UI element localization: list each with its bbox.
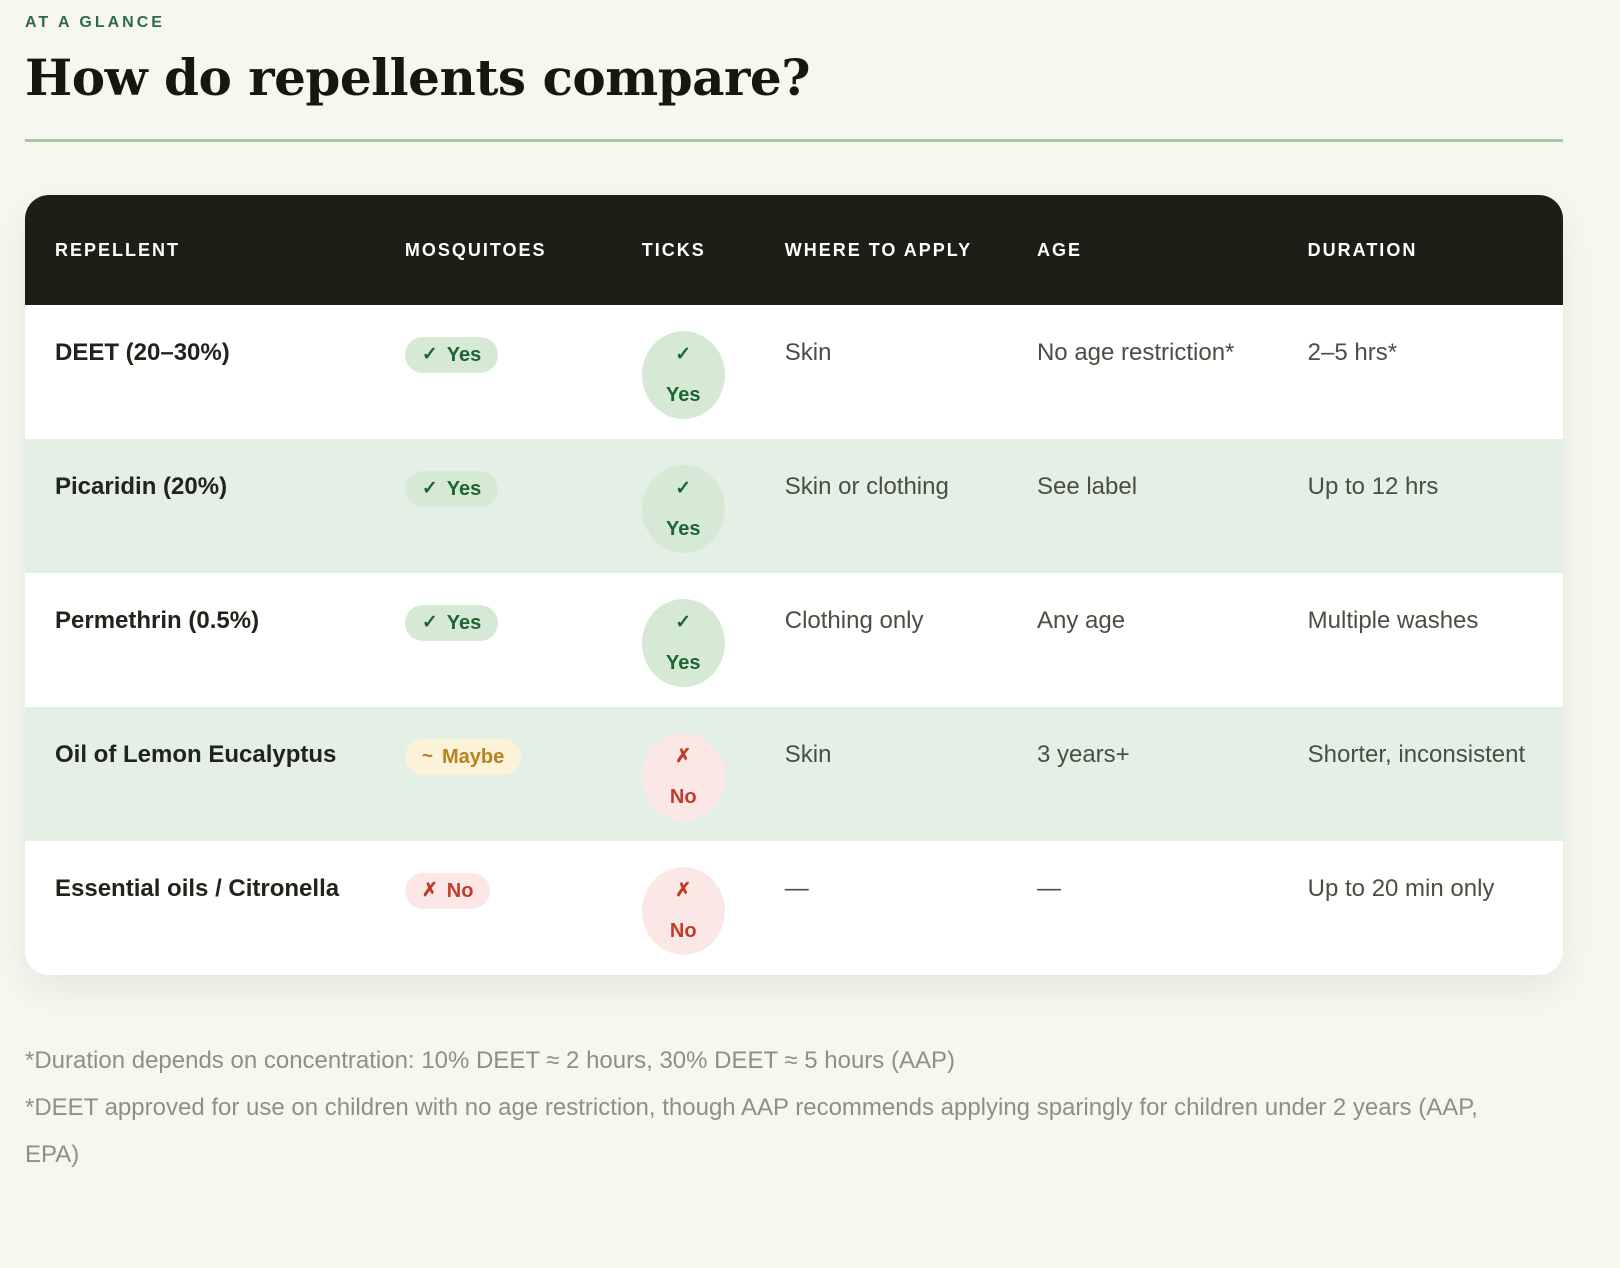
footnotes: *Duration depends on concentration: 10% … <box>25 1037 1515 1178</box>
repellent-cell: Permethrin (0.5%) <box>55 607 260 634</box>
repellent-cell: Picaridin (20%) <box>55 473 228 500</box>
age-cell: Any age <box>1036 607 1126 634</box>
tilde-icon: ~ <box>421 746 433 767</box>
column-header-age: AGE <box>1036 195 1308 305</box>
status-badge-yes: ✓ Yes <box>641 331 725 419</box>
column-header-where-to-apply: WHERE TO APPLY <box>784 195 1037 305</box>
table-row-essential-oils-citronella: Essential oils / Citronella ✗ No ✗ No — — … <box>25 841 1563 975</box>
ticks-cell: ✓ Yes <box>641 305 785 439</box>
status-badge-no: ✗ No <box>641 867 725 955</box>
status-badge-yes: ✓ Yes <box>404 605 499 641</box>
mosquitoes-cell: ✓ Yes <box>404 439 642 573</box>
column-header-repellent: REPELLENT <box>25 195 405 305</box>
where-to-apply-cell: Skin <box>784 339 832 366</box>
duration-cell: Multiple washes <box>1307 607 1479 634</box>
section-eyebrow: AT A GLANCE <box>25 14 165 31</box>
at-a-glance-section: AT A GLANCE How do repellents compare? R… <box>25 14 1563 1178</box>
badge-label: No <box>669 786 697 808</box>
badge-label: Yes <box>446 612 482 634</box>
table-row-oil-of-lemon-eucalyptus: Oil of Lemon Eucalyptus ~ Maybe ✗ No Skin … <box>25 707 1563 841</box>
where-to-apply-cell: Skin or clothing <box>784 473 949 500</box>
age-cell: — <box>1036 875 1061 902</box>
check-icon: ✓ <box>421 478 438 499</box>
age-cell: See label <box>1036 473 1138 500</box>
footnote-duration: *Duration depends on concentration: 10% … <box>25 1047 955 1074</box>
status-badge-maybe: ~ Maybe <box>404 739 522 775</box>
badge-label: Yes <box>446 478 482 500</box>
ticks-cell: ✗ No <box>641 707 785 841</box>
column-header-ticks: TICKS <box>641 195 785 305</box>
badge-label: No <box>446 880 474 902</box>
age-cell: 3 years+ <box>1036 741 1130 768</box>
status-badge-yes: ✓ Yes <box>641 599 725 687</box>
duration-cell: Up to 12 hrs <box>1307 473 1439 500</box>
ticks-cell: ✓ Yes <box>641 573 785 707</box>
column-header-mosquitoes: MOSQUITOES <box>404 195 642 305</box>
check-icon: ✓ <box>421 344 438 365</box>
mosquitoes-cell: ✓ Yes <box>404 305 642 439</box>
where-to-apply-cell: — <box>784 875 809 902</box>
status-badge-yes: ✓ Yes <box>641 465 725 553</box>
mosquitoes-cell: ~ Maybe <box>404 707 642 841</box>
duration-cell: Up to 20 min only <box>1307 875 1495 902</box>
badge-label: No <box>669 920 697 942</box>
badge-label: Yes <box>446 344 482 366</box>
mosquitoes-cell: ✗ No <box>404 841 642 975</box>
table-row-permethrin: Permethrin (0.5%) ✓ Yes ✓ Yes Clothing onl… <box>25 573 1563 707</box>
cross-icon: ✗ <box>675 880 692 901</box>
badge-label: Yes <box>665 652 701 674</box>
ticks-cell: ✗ No <box>641 841 785 975</box>
ticks-cell: ✓ Yes <box>641 439 785 573</box>
badge-label: Yes <box>665 518 701 540</box>
page-title: How do repellents compare? <box>25 48 811 107</box>
check-icon: ✓ <box>421 612 438 633</box>
status-badge-no: ✗ No <box>641 733 725 821</box>
status-badge-yes: ✓ Yes <box>404 337 499 373</box>
check-icon: ✓ <box>675 478 692 499</box>
status-badge-no: ✗ No <box>404 873 491 909</box>
repellent-cell: Oil of Lemon Eucalyptus <box>55 741 337 768</box>
badge-label: Yes <box>665 384 701 406</box>
mosquitoes-cell: ✓ Yes <box>404 573 642 707</box>
cross-icon: ✗ <box>675 746 692 767</box>
check-icon: ✓ <box>675 344 692 365</box>
repellent-comparison-table: REPELLENT MOSQUITOES TICKS WHERE TO APPL… <box>25 195 1563 975</box>
duration-cell: Shorter, inconsistent <box>1307 741 1526 768</box>
cross-icon: ✗ <box>421 880 438 901</box>
repellent-cell: Essential oils / Citronella <box>55 875 340 902</box>
status-badge-yes: ✓ Yes <box>404 471 499 507</box>
age-cell: No age restriction* <box>1036 339 1235 366</box>
where-to-apply-cell: Clothing only <box>784 607 924 634</box>
badge-label: Maybe <box>441 746 505 768</box>
comparison-table-card: REPELLENT MOSQUITOES TICKS WHERE TO APPL… <box>25 195 1563 975</box>
table-row-deet: DEET (20–30%) ✓ Yes ✓ Yes Skin No age rest… <box>25 305 1563 439</box>
section-divider <box>25 139 1563 142</box>
where-to-apply-cell: Skin <box>784 741 832 768</box>
check-icon: ✓ <box>675 612 692 633</box>
table-row-picaridin: Picaridin (20%) ✓ Yes ✓ Yes Skin or clothi… <box>25 439 1563 573</box>
column-header-duration: DURATION <box>1307 195 1563 305</box>
footnote-deet-children: *DEET approved for use on children with … <box>25 1094 1478 1168</box>
table-header-row: REPELLENT MOSQUITOES TICKS WHERE TO APPL… <box>25 195 1563 305</box>
repellent-cell: DEET (20–30%) <box>55 339 230 366</box>
duration-cell: 2–5 hrs* <box>1307 339 1398 366</box>
